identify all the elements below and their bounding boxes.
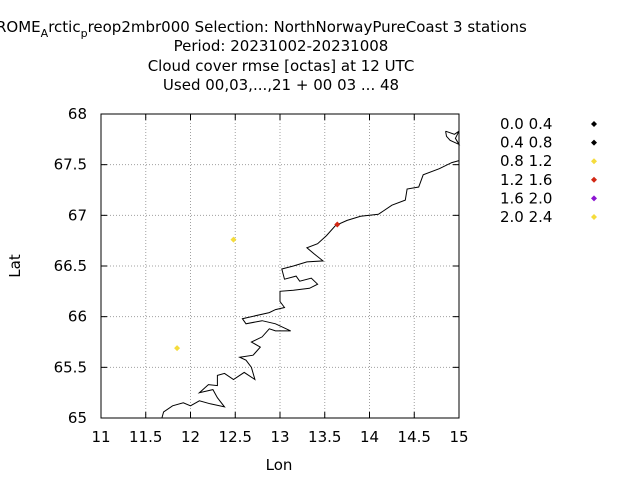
- coastline: [161, 130, 461, 419]
- station-point: [174, 345, 181, 352]
- x-tick-label: 13.5: [308, 428, 341, 446]
- y-tick-label: 67.5: [54, 156, 87, 174]
- y-tick-label: 66.5: [54, 257, 87, 275]
- chart-title-line-2: Period: 20231002-20231008: [174, 37, 389, 55]
- y-tick-label: 67: [68, 206, 87, 224]
- chart-title: ROMEArcticpreop2mbr000 Selection: NorthN…: [0, 18, 527, 94]
- x-axis-label: Lon: [266, 456, 293, 474]
- y-tick-label: 65.5: [54, 358, 87, 376]
- x-tick-label: 12: [181, 428, 200, 446]
- chart-title-line-4: Used 00,03,...,21 + 00 03 ... 48: [163, 76, 399, 94]
- title-suffix: reop2mbr000 Selection: NorthNorwayPureCo…: [88, 18, 527, 36]
- legend-marker: [591, 195, 597, 202]
- legend-marker: [591, 121, 597, 127]
- legend-label: 0.4 0.8: [500, 134, 552, 152]
- y-axis-label: Lat: [6, 254, 24, 278]
- y-tick-label: 65: [68, 409, 87, 427]
- chart-title-line-1: ROMEArcticpreop2mbr000 Selection: NorthN…: [0, 18, 527, 40]
- title-mid: rctic: [48, 18, 80, 36]
- x-tick-label: 14: [360, 428, 379, 446]
- legend-label: 2.0 2.4: [500, 208, 552, 226]
- legend-label: 1.6 2.0: [500, 189, 552, 207]
- legend-marker: [591, 158, 597, 165]
- y-axis-ticks: 65 65.5 66 66.5 67 67.5 68: [54, 105, 459, 427]
- x-tick-label: 15: [449, 428, 468, 446]
- legend-marker: [591, 176, 597, 183]
- legend-label: 0.8 1.2: [500, 152, 552, 170]
- x-tick-label: 14.5: [398, 428, 431, 446]
- x-tick-label: 12.5: [219, 428, 252, 446]
- legend-marker: [591, 214, 597, 220]
- grid-lines: [101, 114, 459, 418]
- y-tick-label: 66: [68, 308, 87, 326]
- station-point: [230, 236, 237, 243]
- legend-label: 0.0 0.4: [500, 115, 552, 133]
- x-axis-ticks: 11 11.5 12 12.5 13 13.5 14 14.5 15: [91, 114, 469, 446]
- station-point: [334, 221, 341, 228]
- title-prefix: ROME: [0, 18, 41, 36]
- coastline-line: [161, 160, 460, 419]
- x-tick-label: 13: [270, 428, 289, 446]
- legend-label: 1.2 1.6: [500, 171, 552, 189]
- x-tick-label: 11: [91, 428, 110, 446]
- data-points: [174, 221, 341, 352]
- chart-title-line-3: Cloud cover rmse [octas] at 12 UTC: [148, 57, 415, 75]
- title-sub-1: A: [41, 27, 49, 40]
- legend-marker: [591, 139, 597, 146]
- y-tick-label: 68: [68, 105, 87, 123]
- x-tick-label: 11.5: [129, 428, 162, 446]
- island-outline: [445, 130, 461, 146]
- title-sub-2: p: [81, 27, 88, 40]
- legend: 0.0 0.40.4 0.80.8 1.21.2 1.61.6 2.02.0 2…: [500, 115, 597, 226]
